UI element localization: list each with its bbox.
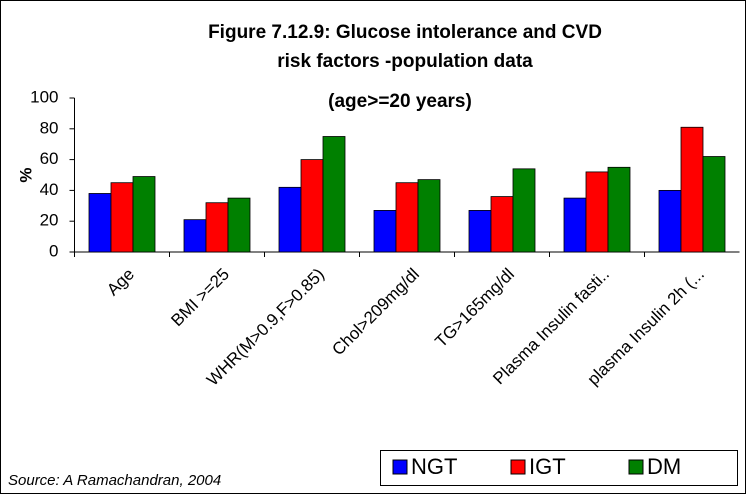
bar xyxy=(417,179,441,253)
bar xyxy=(373,210,397,253)
bar xyxy=(183,219,207,253)
chart-subtitle: (age>=20 years) xyxy=(328,91,472,112)
y-tick-label: 60 xyxy=(40,149,59,168)
x-tick-label: TG>165mg/dl xyxy=(431,265,518,352)
legend-box xyxy=(380,450,738,486)
legend-label: IGT xyxy=(529,454,566,479)
bar xyxy=(658,189,682,253)
bar xyxy=(468,210,492,253)
y-tick-label: 40 xyxy=(40,180,59,199)
bar xyxy=(702,156,726,253)
bar xyxy=(132,176,156,253)
bar xyxy=(490,196,514,253)
bar xyxy=(88,193,112,253)
bar xyxy=(607,166,631,253)
bar xyxy=(322,136,346,253)
x-tick-label: Chol>209mg/dl xyxy=(328,265,423,360)
y-tick-label: 80 xyxy=(40,118,59,137)
bar xyxy=(110,182,134,253)
y-tick-label: 20 xyxy=(40,211,59,230)
bar xyxy=(563,197,587,253)
bar xyxy=(680,126,704,253)
legend-label: NGT xyxy=(411,454,457,479)
legend-swatch xyxy=(392,459,408,475)
bar xyxy=(278,186,302,253)
y-axis-label: % xyxy=(16,167,35,182)
legend-swatch xyxy=(628,459,644,475)
x-tick-label: BMI >=25 xyxy=(167,265,233,331)
y-tick-label: 0 xyxy=(49,241,58,260)
legend-label: DM xyxy=(647,454,681,479)
chart-title: Figure 7.12.9: Glucose intolerance and C… xyxy=(208,22,602,72)
bar xyxy=(512,168,536,253)
bar xyxy=(395,182,419,253)
x-tick-label: Age xyxy=(103,265,138,300)
source-note: Source: A Ramachandran, 2004 xyxy=(8,472,221,489)
bar xyxy=(205,202,229,253)
bar xyxy=(585,171,609,253)
bar xyxy=(300,159,324,253)
bar xyxy=(227,197,251,253)
legend-swatch xyxy=(510,459,526,475)
y-tick-label: 100 xyxy=(30,87,58,106)
